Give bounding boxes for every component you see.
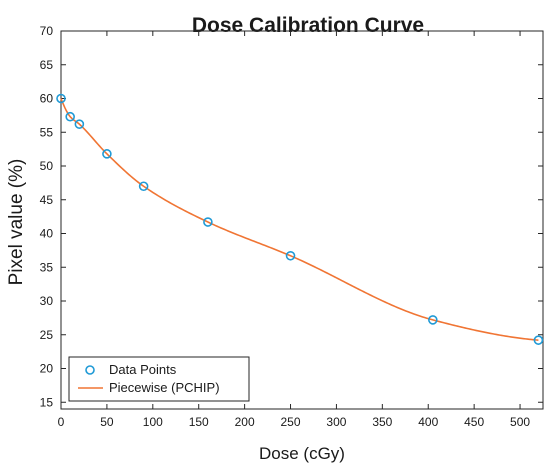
x-tick-label: 100 xyxy=(143,415,163,429)
data-point xyxy=(285,250,296,261)
x-tick-label: 500 xyxy=(510,415,530,429)
data-point xyxy=(56,93,66,104)
x-tick-label: 450 xyxy=(464,415,484,429)
pchip-curve xyxy=(60,98,539,341)
legend-box xyxy=(68,356,250,402)
x-tick-label: 400 xyxy=(418,415,438,429)
y-axis-label: Pixel value (%) xyxy=(6,159,27,286)
chart-title: Dose Calibration Curve xyxy=(192,14,424,37)
y-tick-label: 40 xyxy=(40,227,54,241)
data-point xyxy=(203,217,213,227)
legend-label-data-points: Data Points xyxy=(109,362,177,377)
y-tick-label: 15 xyxy=(40,395,54,409)
plot-area xyxy=(56,93,544,345)
y-tick-label: 35 xyxy=(40,260,54,274)
y-tick-label: 65 xyxy=(40,58,54,72)
legend: Data Points Piecewise (PCHIP) xyxy=(68,356,250,402)
data-point xyxy=(65,111,75,122)
legend-marker-data-points xyxy=(85,365,95,375)
y-tick-label: 30 xyxy=(40,294,54,308)
x-tick-label: 50 xyxy=(100,415,114,429)
y-tick-label: 45 xyxy=(40,193,54,207)
y-tick-label: 25 xyxy=(40,328,54,342)
y-tick-label: 70 xyxy=(40,24,54,38)
plot-frame xyxy=(60,30,544,410)
x-tick-label: 0 xyxy=(58,415,65,429)
data-point xyxy=(138,181,149,192)
x-tick-label: 250 xyxy=(281,415,301,429)
x-tick-label: 150 xyxy=(189,415,209,429)
data-point xyxy=(428,315,438,325)
x-axis-label: Dose (cGy) xyxy=(259,444,345,463)
x-tick-label: 350 xyxy=(372,415,392,429)
x-tick-label: 300 xyxy=(326,415,346,429)
data-point xyxy=(533,335,544,345)
data-point xyxy=(74,119,85,129)
axes: 0 50 100 150 200 250 300 350 400 450 500 15 20 25 30 35… xyxy=(40,24,544,429)
data-point xyxy=(102,149,112,159)
legend-label-pchip: Piecewise (PCHIP) xyxy=(109,380,220,395)
y-tick-label: 60 xyxy=(40,92,54,106)
y-tick-label: 55 xyxy=(40,125,54,139)
y-tick-label: 20 xyxy=(40,362,54,376)
x-tick-label: 200 xyxy=(235,415,255,429)
y-tick-label: 50 xyxy=(40,159,54,173)
